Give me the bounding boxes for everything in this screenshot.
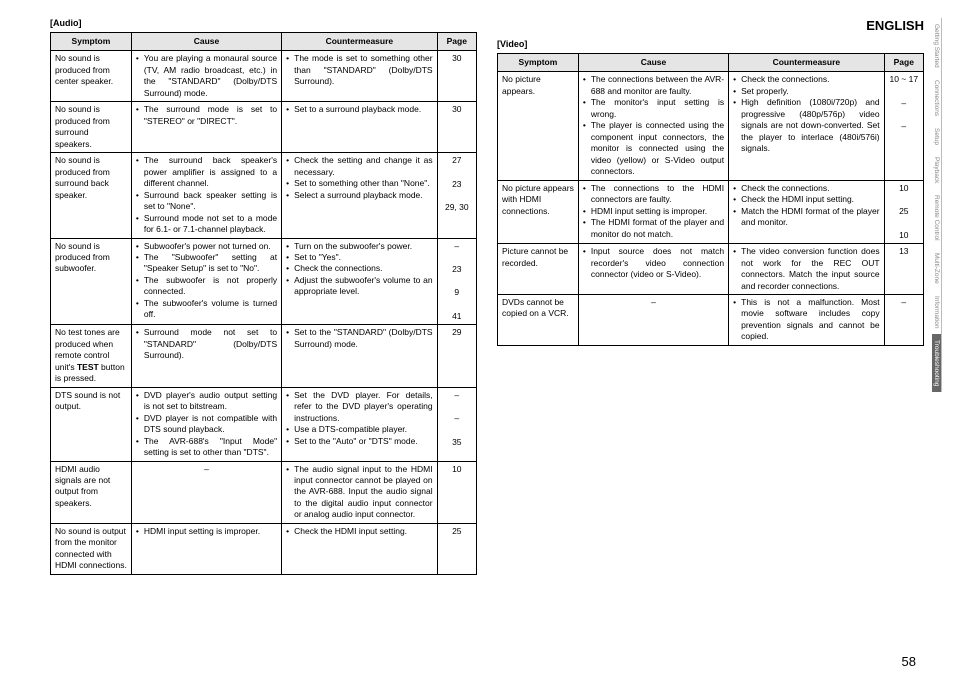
video-column: ENGLISH [Video] SymptomCauseCountermeasu… <box>497 18 924 575</box>
table-row: No sound is produced from surround back … <box>51 153 477 238</box>
page-number: 58 <box>902 654 916 669</box>
table-row: No sound is produced from surround speak… <box>51 102 477 153</box>
table-row: DTS sound is not output.DVD player's aud… <box>51 387 477 461</box>
column-header: Countermeasure <box>282 33 437 51</box>
table-row: No picture appears.The connections betwe… <box>498 72 924 180</box>
column-header: Countermeasure <box>729 54 884 72</box>
audio-column: [Audio] SymptomCauseCountermeasurePage N… <box>50 18 477 575</box>
side-nav-item[interactable]: Connections <box>932 74 942 122</box>
table-row: No sound is produced from subwoofer.Subw… <box>51 238 477 325</box>
video-table: SymptomCauseCountermeasurePage No pictur… <box>497 53 924 346</box>
column-header: Symptom <box>51 33 132 51</box>
audio-table: SymptomCauseCountermeasurePage No sound … <box>50 32 477 575</box>
side-nav-item[interactable]: Information <box>932 290 942 335</box>
column-header: Cause <box>131 33 281 51</box>
video-section-label: [Video] <box>497 39 924 49</box>
side-nav-item[interactable]: Remote Control <box>932 189 942 247</box>
table-row: No sound is output from the monitor conn… <box>51 523 477 574</box>
column-header: Cause <box>578 54 728 72</box>
side-nav-item[interactable]: Playback <box>932 151 942 189</box>
column-header: Page <box>437 33 476 51</box>
table-row: No test tones are produced when remote c… <box>51 325 477 387</box>
side-nav-item[interactable]: Multi-Zone <box>932 247 942 290</box>
table-row: No picture appears with HDMI connections… <box>498 180 924 243</box>
table-row: Picture cannot be recorded.Input source … <box>498 244 924 295</box>
side-nav: Getting StartedConnectionsSetupPlaybackR… <box>932 18 948 392</box>
table-row: No sound is produced from center speaker… <box>51 51 477 102</box>
audio-section-label: [Audio] <box>50 18 477 28</box>
column-header: Page <box>884 54 923 72</box>
side-nav-item[interactable]: Getting Started <box>932 18 942 74</box>
table-row: HDMI audio signals are not output from s… <box>51 461 477 523</box>
side-nav-item[interactable]: Setup <box>932 122 942 151</box>
side-nav-item[interactable]: Troubleshooting <box>932 334 942 392</box>
column-header: Symptom <box>498 54 579 72</box>
table-row: DVDs cannot be copied on a VCR.–This is … <box>498 294 924 345</box>
language-label: ENGLISH <box>497 18 924 33</box>
